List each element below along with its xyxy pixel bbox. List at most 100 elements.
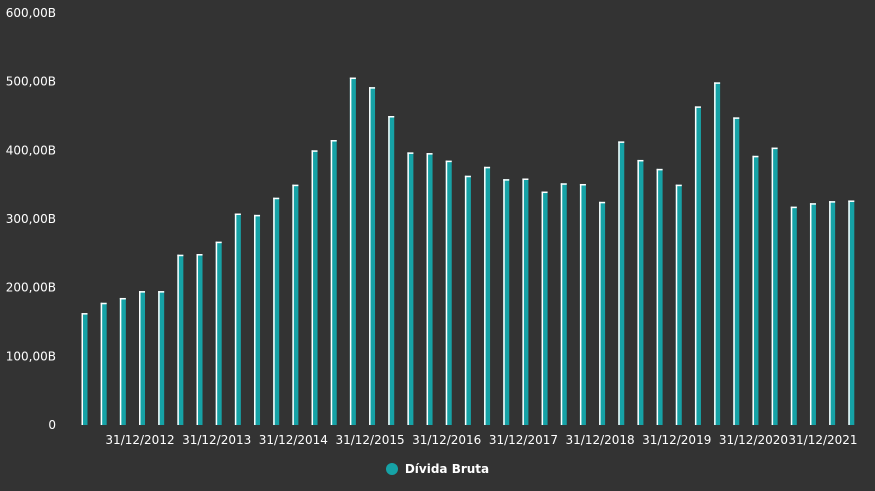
- bar[interactable]: [522, 178, 529, 425]
- bar-highlight: [311, 150, 314, 426]
- bar-fill: [656, 168, 663, 425]
- bar[interactable]: [771, 147, 778, 425]
- bar[interactable]: [139, 291, 146, 425]
- bar-fill: [388, 116, 395, 425]
- bar-fill: [829, 201, 836, 425]
- bar[interactable]: [752, 155, 759, 425]
- legend-label: Dívida Bruta: [404, 462, 490, 476]
- bar-highlight: [100, 302, 103, 425]
- bar[interactable]: [273, 197, 280, 425]
- bar-cap: [771, 147, 778, 150]
- bar-fill: [579, 183, 586, 425]
- bar-cap: [809, 203, 816, 205]
- bar[interactable]: [100, 302, 107, 425]
- bar-fill: [560, 183, 567, 425]
- bar[interactable]: [790, 206, 797, 425]
- bar-cap: [81, 313, 88, 315]
- bar-highlight: [388, 116, 390, 425]
- bar[interactable]: [464, 175, 471, 425]
- bar-highlight: [829, 201, 831, 425]
- bar[interactable]: [388, 116, 395, 425]
- bar-highlight: [733, 117, 735, 425]
- bar[interactable]: [292, 184, 299, 425]
- bar[interactable]: [234, 213, 241, 425]
- bar-cap: [522, 178, 529, 180]
- bar-cap: [790, 206, 797, 209]
- bar-cap: [196, 254, 203, 256]
- bar-cap: [311, 150, 318, 152]
- bar[interactable]: [330, 140, 337, 426]
- bar-highlight: [637, 159, 639, 426]
- bar[interactable]: [503, 179, 510, 425]
- bar-fill: [714, 82, 721, 425]
- bar-highlight: [771, 147, 774, 425]
- bar-fill: [484, 166, 491, 425]
- bar[interactable]: [119, 297, 126, 425]
- bar[interactable]: [369, 87, 376, 425]
- bar[interactable]: [215, 241, 222, 425]
- bar-highlight: [426, 153, 429, 425]
- bar-highlight: [177, 254, 179, 425]
- bar[interactable]: [579, 183, 586, 425]
- bar[interactable]: [733, 117, 740, 425]
- bar-fill: [349, 77, 356, 426]
- bar-highlight: [273, 197, 275, 425]
- bar-fill: [752, 155, 759, 425]
- bar[interactable]: [560, 183, 567, 425]
- bar-cap: [426, 153, 433, 155]
- bar-fill: [541, 191, 548, 425]
- bar-cap: [330, 140, 337, 142]
- bar[interactable]: [177, 254, 184, 425]
- bar[interactable]: [809, 203, 816, 425]
- bar-cap: [158, 291, 165, 293]
- bar[interactable]: [541, 191, 548, 425]
- bar-fill: [215, 241, 222, 425]
- y-tick-label: 500,00B: [6, 75, 56, 89]
- x-tick-label: 31/12/2015: [335, 433, 404, 447]
- bar-fill: [599, 201, 606, 425]
- bar-highlight: [790, 206, 793, 425]
- bar-fill: [273, 197, 280, 425]
- bar-fill: [426, 153, 433, 425]
- bar[interactable]: [637, 159, 644, 426]
- bar[interactable]: [81, 313, 88, 425]
- bar[interactable]: [158, 291, 165, 425]
- x-tick-label: 31/12/2017: [489, 433, 558, 447]
- bar[interactable]: [311, 150, 318, 426]
- bar-fill: [407, 152, 414, 426]
- bar[interactable]: [829, 201, 836, 425]
- bar-fill: [733, 117, 740, 425]
- bar[interactable]: [196, 254, 203, 425]
- bar[interactable]: [445, 160, 452, 425]
- bar-cap: [177, 254, 184, 257]
- bar-highlight: [618, 141, 620, 425]
- x-tick-label: 31/12/2019: [642, 433, 711, 447]
- bar[interactable]: [714, 82, 721, 425]
- bar-highlight: [234, 213, 237, 425]
- bar[interactable]: [599, 201, 606, 425]
- bar-cap: [733, 117, 740, 119]
- bar[interactable]: [254, 214, 261, 425]
- bar[interactable]: [426, 153, 433, 425]
- legend[interactable]: Dívida Bruta: [0, 462, 875, 476]
- bar-fill: [771, 147, 778, 425]
- bar-cap: [349, 77, 356, 80]
- bar-fill: [139, 291, 146, 425]
- bar[interactable]: [848, 200, 855, 425]
- bar-cap: [407, 152, 414, 154]
- bar[interactable]: [656, 168, 663, 425]
- bar[interactable]: [675, 184, 682, 425]
- bar[interactable]: [484, 166, 491, 425]
- bar-fill: [464, 175, 471, 425]
- bar-highlight: [215, 241, 218, 425]
- bar[interactable]: [407, 152, 414, 426]
- bar-cap: [215, 241, 222, 244]
- bar[interactable]: [349, 77, 356, 426]
- bar-highlight: [579, 183, 582, 425]
- legend-marker-icon: [385, 463, 398, 475]
- bar[interactable]: [694, 106, 701, 426]
- bar[interactable]: [618, 141, 625, 425]
- bar-cap: [100, 302, 107, 305]
